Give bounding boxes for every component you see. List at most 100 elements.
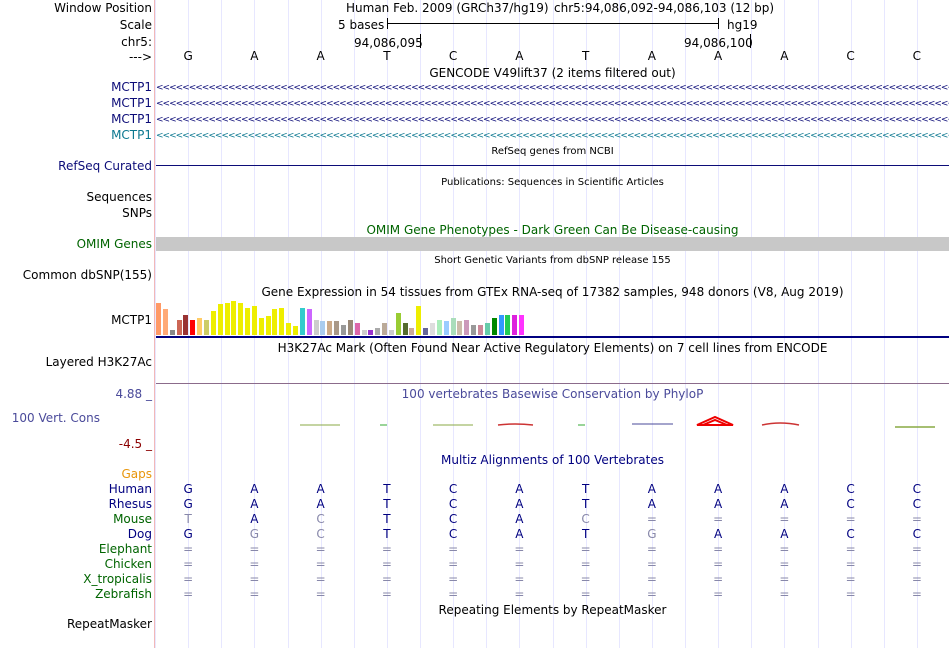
gtex-tissue-bar[interactable] — [293, 326, 298, 335]
gtex-tissue-bar[interactable] — [197, 318, 203, 335]
gencode-track-label[interactable]: MCTP1 — [111, 80, 152, 94]
multiz-species-label[interactable]: Human — [108, 482, 152, 496]
gtex-tissue-bar[interactable] — [176, 320, 182, 335]
gtex-tissue-bar[interactable] — [491, 318, 497, 335]
gtex-tissue-bar[interactable] — [183, 315, 189, 335]
publications-snps-label[interactable]: SNPs — [122, 206, 152, 220]
refseq-feature[interactable] — [156, 165, 949, 166]
gtex-tissue-bar[interactable] — [368, 330, 374, 335]
gtex-tissue-bar[interactable] — [519, 315, 525, 335]
gtex-tissue-bar[interactable] — [505, 315, 511, 335]
multiz-species-label[interactable]: Mouse — [113, 512, 152, 526]
phylop-signal[interactable] — [155, 410, 950, 430]
gtex-tissue-bar[interactable] — [190, 320, 196, 335]
alignment-base: = — [249, 542, 260, 556]
dbsnp-label[interactable]: Common dbSNP(155) — [22, 268, 152, 282]
publications-sequences-label[interactable]: Sequences — [86, 190, 152, 204]
h3k27ac-label[interactable]: Layered H3K27Ac — [45, 355, 152, 369]
alignment-base: = — [845, 512, 856, 526]
gencode-transcript-feature[interactable]: <<<<<<<<<<<<<<<<<<<<<<<<<<<<<<<<<<<<<<<<… — [156, 131, 949, 141]
gtex-tissue-bar[interactable] — [402, 323, 408, 335]
gtex-tissue-bar[interactable] — [265, 316, 271, 335]
multiz-species-label[interactable]: Dog — [127, 527, 152, 541]
gtex-tissue-bar[interactable] — [251, 306, 257, 335]
gencode-transcript-feature[interactable]: <<<<<<<<<<<<<<<<<<<<<<<<<<<<<<<<<<<<<<<<… — [156, 115, 949, 125]
h3k27ac-title[interactable]: H3K27Ac Mark (Often Found Near Active Re… — [277, 341, 828, 355]
grid-line — [718, 0, 720, 648]
refseq-title[interactable]: RefSeq genes from NCBI — [491, 146, 614, 157]
gtex-tissue-bar[interactable] — [375, 328, 381, 335]
gtex-tissue-bar[interactable] — [299, 308, 305, 335]
gtex-tissue-bar[interactable] — [512, 315, 518, 335]
gtex-tissue-bar[interactable] — [471, 325, 477, 335]
gtex-tissue-bar[interactable] — [457, 321, 463, 335]
multiz-species-label[interactable]: X_tropicalis — [83, 572, 152, 586]
omim-title[interactable]: OMIM Gene Phenotypes - Dark Green Can Be… — [366, 223, 739, 237]
gtex-tissue-bar[interactable] — [423, 328, 429, 335]
gencode-transcript-feature[interactable]: <<<<<<<<<<<<<<<<<<<<<<<<<<<<<<<<<<<<<<<<… — [156, 83, 949, 93]
multiz-species-label[interactable]: Chicken — [104, 557, 152, 571]
multiz-title[interactable]: Multiz Alignments of 100 Vertebrates — [440, 453, 665, 467]
gencode-track-label[interactable]: MCTP1 — [111, 128, 152, 142]
omim-label[interactable]: OMIM Genes — [76, 237, 152, 251]
publications-title[interactable]: Publications: Sequences in Scientific Ar… — [441, 177, 664, 188]
gtex-tissue-bar[interactable] — [169, 330, 175, 335]
gtex-tissue-bar[interactable] — [477, 325, 483, 335]
multiz-species-label[interactable]: Elephant — [98, 542, 152, 556]
gtex-tissue-bar[interactable] — [245, 308, 251, 335]
gtex-tissue-bar[interactable] — [231, 301, 237, 335]
phylop-label[interactable]: 100 Vert. Cons — [11, 411, 100, 425]
gtex-tissue-bar[interactable] — [354, 323, 360, 335]
gtex-tissue-bar[interactable] — [416, 306, 422, 335]
gtex-tissue-bar[interactable] — [450, 318, 456, 335]
gtex-tissue-bar[interactable] — [238, 303, 244, 335]
gtex-tissue-bar[interactable] — [382, 323, 388, 335]
refseq-label[interactable]: RefSeq Curated — [58, 159, 152, 173]
gtex-tissue-bar[interactable] — [286, 323, 292, 335]
multiz-species-label[interactable]: Rhesus — [108, 497, 152, 511]
gtex-tissue-bar[interactable] — [395, 313, 401, 335]
gtex-tissue-bar[interactable] — [361, 330, 367, 335]
gtex-tissue-bar[interactable] — [203, 320, 209, 335]
gtex-tissue-bar[interactable] — [320, 321, 326, 335]
dbsnp-title[interactable]: Short Genetic Variants from dbSNP releas… — [434, 255, 671, 266]
repeatmasker-label[interactable]: RepeatMasker — [66, 617, 152, 631]
gtex-tissue-bar[interactable] — [464, 320, 470, 335]
gtex-tissue-bar[interactable] — [484, 323, 490, 335]
gtex-bar-chart[interactable] — [156, 300, 536, 335]
position-range[interactable]: chr5:94,086,092-94,086,103 (12 bp) — [554, 1, 775, 15]
alignment-base: = — [779, 587, 790, 601]
gtex-tissue-bar[interactable] — [388, 330, 394, 335]
gtex-tissue-bar[interactable] — [306, 309, 312, 335]
gtex-tissue-bar[interactable] — [443, 321, 449, 335]
gtex-tissue-bar[interactable] — [498, 315, 504, 335]
omim-feature-bar[interactable] — [156, 237, 949, 251]
gtex-tissue-bar[interactable] — [272, 309, 278, 335]
gtex-title[interactable]: Gene Expression in 54 tissues from GTEx … — [261, 285, 844, 299]
gtex-tissue-bar[interactable] — [327, 321, 333, 335]
gtex-tissue-bar[interactable] — [279, 308, 285, 335]
gtex-tissue-bar[interactable] — [436, 320, 442, 335]
gtex-label[interactable]: MCTP1 — [111, 313, 152, 327]
gtex-tissue-bar[interactable] — [210, 311, 216, 335]
gtex-tissue-bar[interactable] — [347, 320, 353, 335]
gtex-gene-line[interactable] — [156, 336, 949, 338]
gtex-tissue-bar[interactable] — [224, 303, 230, 335]
gtex-tissue-bar[interactable] — [162, 309, 168, 335]
gencode-transcript-feature[interactable]: <<<<<<<<<<<<<<<<<<<<<<<<<<<<<<<<<<<<<<<<… — [156, 99, 949, 109]
gtex-tissue-bar[interactable] — [340, 325, 346, 335]
gtex-tissue-bar[interactable] — [258, 318, 264, 335]
multiz-species-label[interactable]: Zebrafish — [95, 587, 152, 601]
gtex-tissue-bar[interactable] — [430, 323, 435, 335]
gencode-title[interactable]: GENCODE V49lift37 (2 items filtered out) — [429, 66, 676, 80]
gtex-tissue-bar[interactable] — [217, 304, 223, 335]
repeatmasker-title[interactable]: Repeating Elements by RepeatMasker — [438, 603, 667, 617]
gencode-track-label[interactable]: MCTP1 — [111, 96, 152, 110]
gtex-tissue-bar[interactable] — [409, 328, 415, 335]
gtex-tissue-bar[interactable] — [156, 303, 161, 335]
gencode-track-label[interactable]: MCTP1 — [111, 112, 152, 126]
gtex-tissue-bar[interactable] — [313, 320, 319, 335]
coord-right: 94,086,100 — [684, 36, 753, 50]
gtex-tissue-bar[interactable] — [334, 321, 340, 335]
phylop-title[interactable]: 100 vertebrates Basewise Conservation by… — [401, 387, 704, 401]
